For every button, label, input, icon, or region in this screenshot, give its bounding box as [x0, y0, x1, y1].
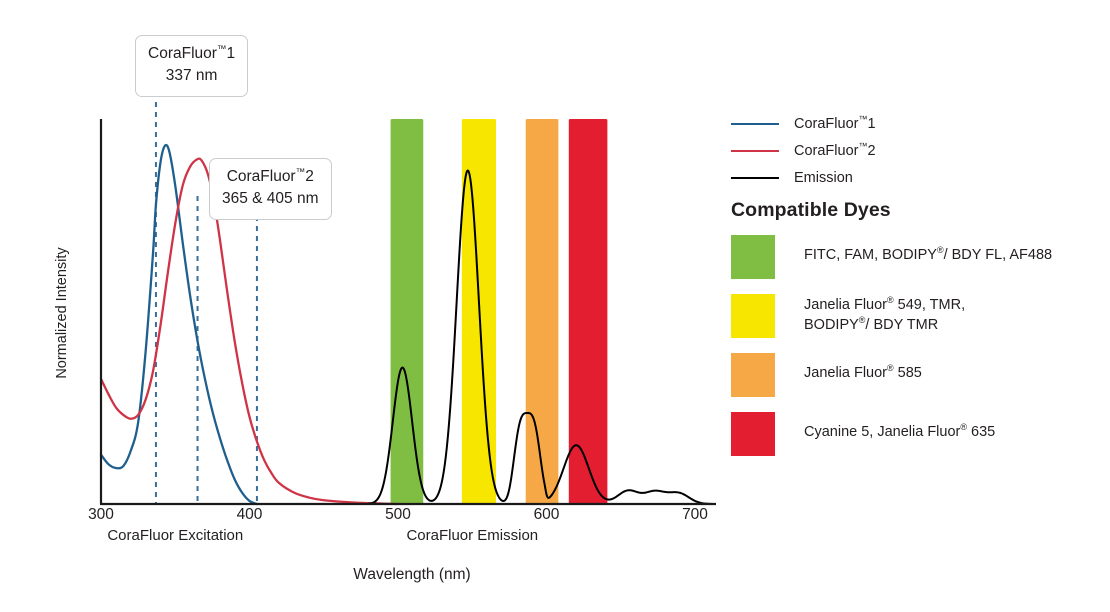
green-band — [390, 119, 424, 504]
dye-color-swatch — [731, 353, 775, 397]
legend-line-swatch — [731, 122, 779, 125]
x-tick-700: 700 — [682, 506, 708, 523]
curve-corafluor1 — [99, 143, 259, 506]
callout-cf1-line2: 337 nm — [165, 67, 218, 85]
dye-label: Cyanine 5, Janelia Fluor® 635 — [804, 422, 996, 440]
dye-label: FITC, FAM, BODIPY®/ BDY FL, AF488 — [804, 245, 1053, 263]
legend-line-swatch — [731, 176, 779, 179]
y-axis-title: Normalized Intensity — [54, 247, 70, 379]
x-tick-400: 400 — [236, 506, 263, 523]
legend-label: Emission — [794, 169, 853, 186]
dye-row-1: Janelia Fluor® 549, TMR, BODIPY®/ BDY TMR — [731, 294, 1101, 338]
excitation-range-label: CoraFluor Excitation — [107, 527, 244, 544]
red-band — [568, 119, 608, 504]
callout-corafluor2: CoraFluor™2 365 & 405 nm — [209, 158, 332, 220]
spectra-curves — [99, 143, 714, 506]
curve-corafluor2 — [99, 157, 400, 506]
callout-cf2-line1: CoraFluor™2 — [226, 166, 314, 185]
callout-cf1-line1: CoraFluor™1 — [148, 43, 236, 62]
x-tick-300: 300 — [88, 506, 114, 523]
dye-label: Janelia Fluor® 549, TMR, BODIPY®/ BDY TMR — [804, 295, 966, 333]
x-tick-600: 600 — [533, 506, 560, 523]
dye-row-3: Cyanine 5, Janelia Fluor® 635 — [731, 412, 1101, 456]
excitation-marker-lines — [154, 92, 258, 504]
emission-filter-bands — [390, 119, 608, 504]
series-legend: CoraFluor™1 CoraFluor™2 Emission — [731, 110, 1091, 191]
legend-label: CoraFluor™1 — [794, 113, 876, 132]
compatible-dyes-list: FITC, FAM, BODIPY®/ BDY FL, AF488 Janelia… — [731, 235, 1101, 471]
dye-color-swatch — [731, 235, 775, 279]
legend-row-2: Emission — [731, 164, 1091, 191]
legend-row-0: CoraFluor™1 — [731, 110, 1091, 137]
dye-row-0: FITC, FAM, BODIPY®/ BDY FL, AF488 — [731, 235, 1101, 279]
dye-label: Janelia Fluor® 585 — [804, 363, 922, 381]
compatible-dyes-heading: Compatible Dyes — [731, 199, 891, 221]
legend-line-swatch — [731, 149, 779, 152]
dye-color-swatch — [731, 412, 775, 456]
legend-row-1: CoraFluor™2 — [731, 137, 1091, 164]
callout-corafluor1: CoraFluor™1 337 nm — [135, 35, 249, 97]
callout-cf2-line2: 365 & 405 nm — [222, 190, 319, 208]
legend-label: CoraFluor™2 — [794, 140, 876, 159]
x-tick-500: 500 — [385, 506, 411, 523]
x-axis-title: Wavelength (nm) — [353, 566, 471, 583]
dye-row-2: Janelia Fluor® 585 — [731, 353, 1101, 397]
orange-band — [525, 119, 559, 504]
emission-range-label: CoraFluor Emission — [406, 527, 539, 544]
curve-emission — [367, 169, 714, 505]
dye-color-swatch — [731, 294, 775, 338]
